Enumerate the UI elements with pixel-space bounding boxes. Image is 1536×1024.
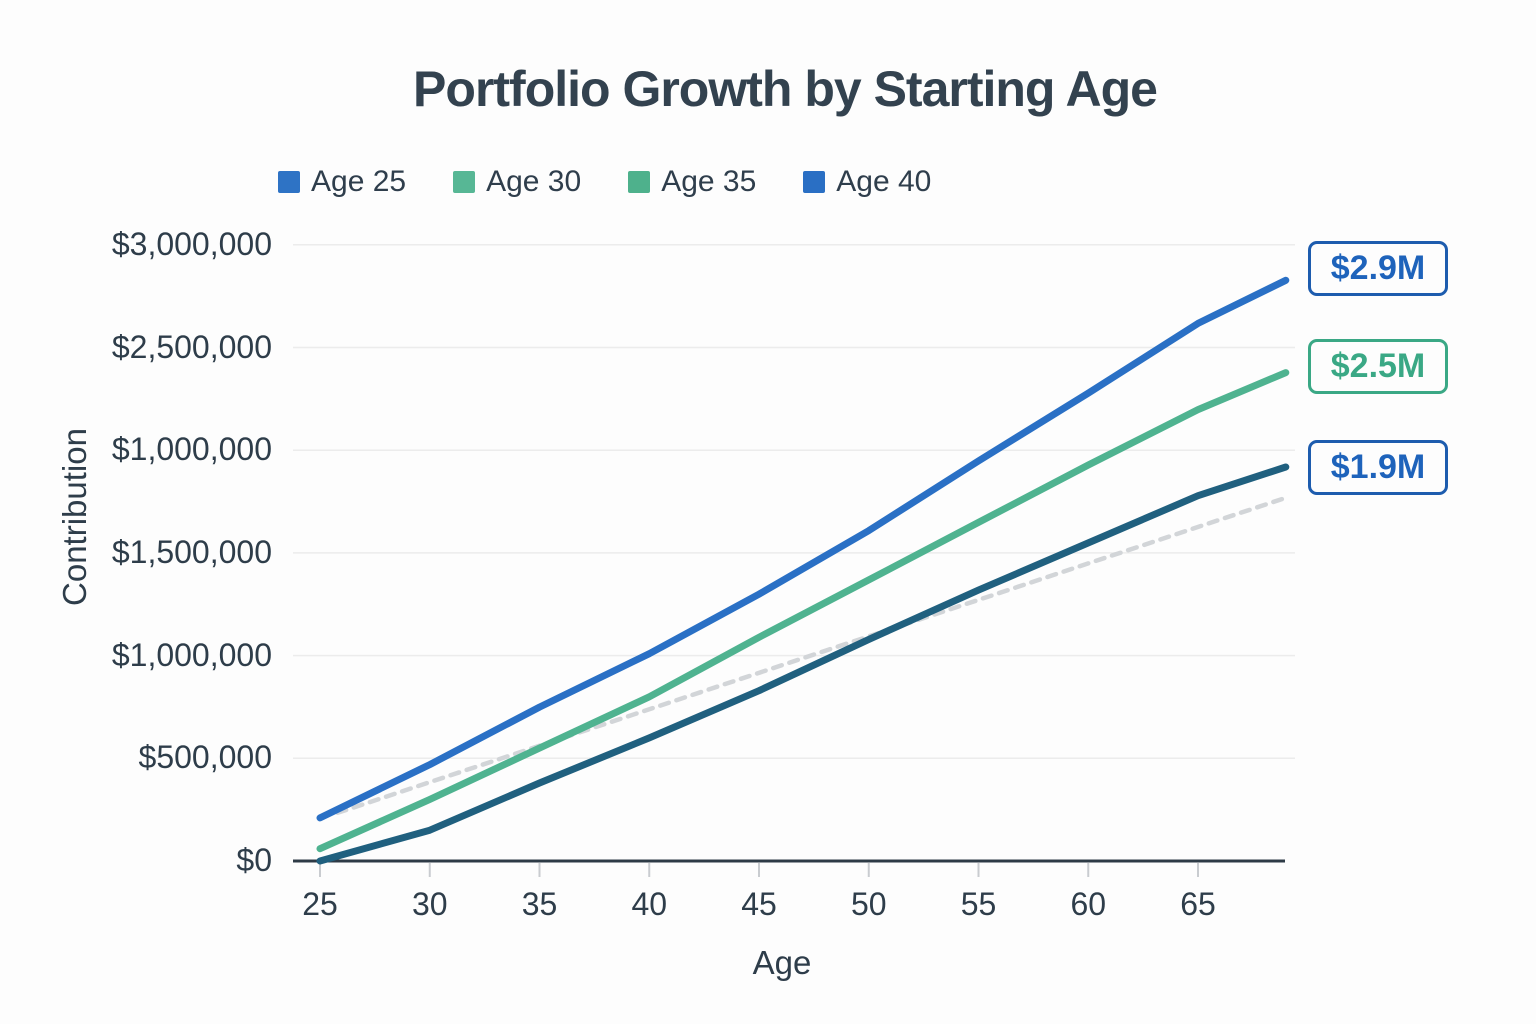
legend-item-age-30: Age 30 [453,165,581,199]
legend-label: Age 30 [486,165,582,198]
legend-swatch-icon [803,171,826,193]
y-tick-label: $0 [236,842,272,878]
y-tick-label: $1,000,000 [111,636,272,673]
x-tick-label: 25 [302,886,338,922]
end-value-badge-1.9m: $1.9M [1308,439,1448,495]
y-tick-label: $2,500,000 [111,328,272,365]
legend: Age 25 Age 30 Age 35 Age 40 [278,165,931,199]
legend-swatch-icon [628,171,651,193]
x-tick-label: 40 [631,886,668,922]
x-tick-label: 30 [411,886,448,922]
x-tick-label: 50 [850,886,887,922]
end-value-badge-2.9m: $2.9M [1308,240,1448,296]
x-tick-label: 65 [1180,886,1216,922]
y-tick-label: $1,500,000 [111,533,272,570]
legend-item-age-25: Age 25 [278,165,406,199]
legend-label: Age 35 [661,165,757,198]
legend-swatch-icon [278,171,300,193]
y-tick-label: $500,000 [138,739,272,776]
legend-swatch-icon [453,171,476,193]
legend-label: Age 25 [311,165,407,198]
series-line-age-35 [316,463,1290,865]
series-line-age-30 [316,369,1290,853]
legend-label: Age 40 [836,165,932,198]
y-tick-label: $3,000,000 [111,225,272,262]
x-tick-label: 35 [521,886,558,922]
x-tick-label: 60 [1070,886,1107,922]
series-line-age-25 [316,276,1290,822]
series-line-age-40 [335,495,1289,816]
x-tick-label: 55 [960,886,997,922]
y-tick-label: $1,000,000 [111,431,272,468]
x-tick-label: 45 [741,886,777,922]
end-value-badge-2.5m: $2.5M [1308,339,1448,395]
legend-item-age-35: Age 35 [628,165,756,199]
legend-item-age-40: Age 40 [803,165,931,199]
chart-title: Portfolio Growth by Starting Age [413,61,1158,117]
x-axis-title: Age [752,944,812,981]
